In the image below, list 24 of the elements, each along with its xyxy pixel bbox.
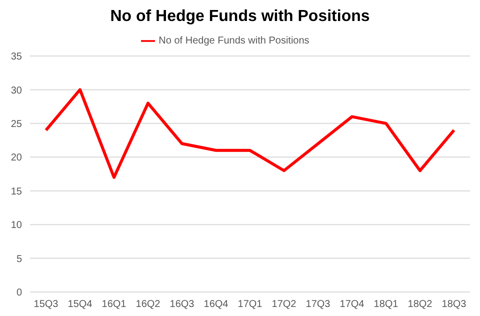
x-tick-label: 18Q2	[408, 299, 433, 310]
y-tick-label: 35	[10, 52, 22, 63]
x-tick-label: 17Q1	[238, 299, 263, 310]
chart-title: No of Hedge Funds with Positions	[109, 7, 371, 27]
x-tick-label: 15Q3	[34, 299, 59, 310]
x-tick-label: 17Q3	[306, 299, 331, 310]
y-tick-label: 25	[10, 118, 22, 130]
line-series	[44, 88, 456, 179]
y-tick-label: 30	[10, 85, 22, 96]
x-tick-label: 16Q1	[102, 299, 127, 310]
x-tick-label: 17Q4	[340, 299, 365, 310]
x-tick-label: 16Q3	[170, 299, 195, 310]
x-tick-label: 18Q3	[442, 299, 467, 310]
y-tick-label: 20	[10, 152, 22, 164]
x-tick-label: 16Q2	[136, 299, 161, 310]
y-tick-label: 15	[10, 186, 22, 198]
x-tick-label: 17Q2	[272, 299, 297, 310]
x-tick-label: 16Q4	[204, 299, 229, 310]
legend-label: No of Hedge Funds with Positions	[158, 36, 310, 47]
y-tick-label: 10	[10, 220, 22, 232]
x-tick-label: 18Q1	[374, 299, 399, 310]
x-tick-label: 15Q4	[68, 299, 93, 310]
y-tick-label: 0	[16, 288, 22, 299]
y-tick-label: 5	[16, 254, 22, 265]
